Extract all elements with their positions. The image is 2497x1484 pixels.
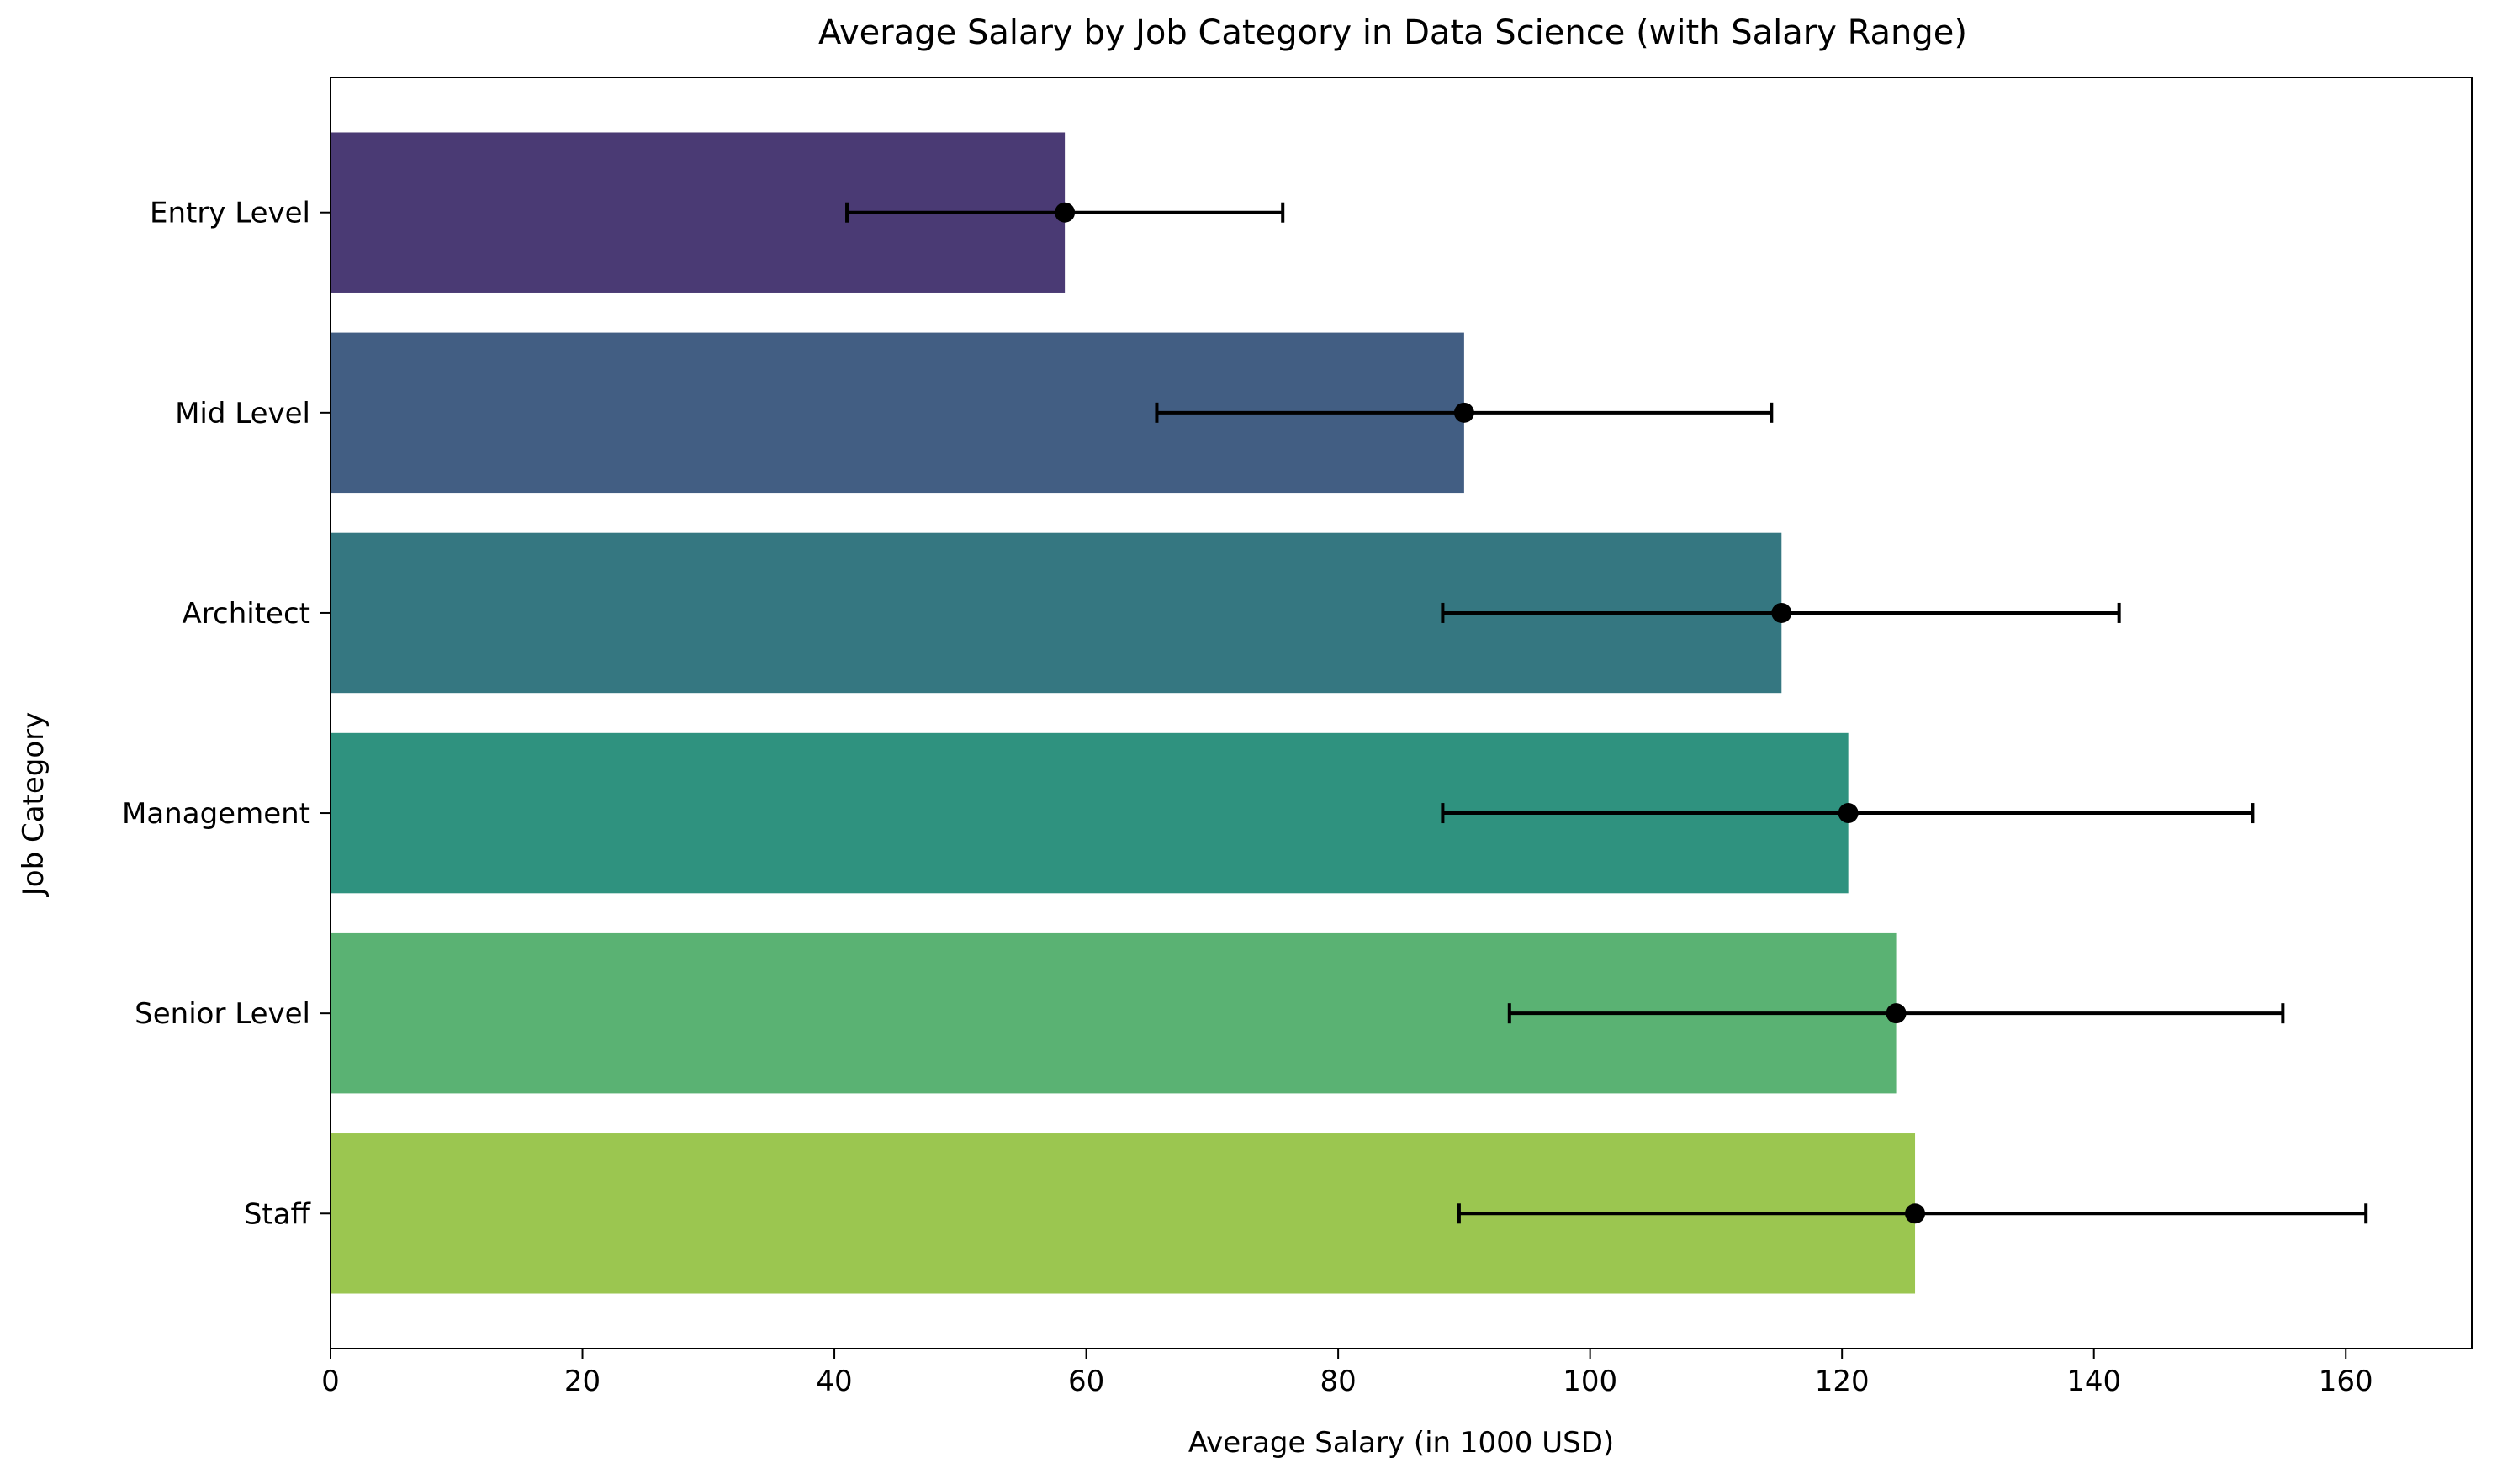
x-axis-label: Average Salary (in 1000 USD) <box>1188 1426 1614 1460</box>
y-tick-label: Staff <box>244 1197 312 1231</box>
mean-marker-staff <box>1905 1203 1926 1224</box>
plot-area: 0 20 40 60 80 100 120 140 160 Entry Level Mid Leve… <box>122 77 2473 1398</box>
mean-marker-senior-level <box>1886 1003 1907 1024</box>
x-tick-label: 40 <box>816 1365 852 1398</box>
x-tick-label: 100 <box>1563 1365 1617 1398</box>
x-tick-label: 80 <box>1320 1365 1356 1398</box>
y-tick-label: Management <box>122 797 310 831</box>
x-tick-label: 60 <box>1068 1365 1104 1398</box>
plot-frame <box>330 77 2473 1349</box>
y-tick-label: Architect <box>183 597 310 631</box>
y-tick-label: Entry Level <box>150 197 310 230</box>
x-tick-label: 20 <box>564 1365 600 1398</box>
mean-marker-architect <box>1771 602 1792 623</box>
mean-marker-management <box>1838 803 1859 824</box>
x-tick-label: 160 <box>2319 1365 2373 1398</box>
y-axis-label: Job Category <box>17 712 50 898</box>
mean-marker-mid-level <box>1453 402 1474 423</box>
x-tick-label: 140 <box>2066 1365 2121 1398</box>
x-tick-label: 0 <box>321 1365 340 1398</box>
x-tick-label: 120 <box>1815 1365 1870 1398</box>
y-tick-label: Senior Level <box>135 997 310 1031</box>
mean-marker-entry-level <box>1055 202 1076 223</box>
chart-title: Average Salary by Job Category in Data S… <box>818 13 1967 52</box>
y-tick-label: Mid Level <box>175 397 310 430</box>
